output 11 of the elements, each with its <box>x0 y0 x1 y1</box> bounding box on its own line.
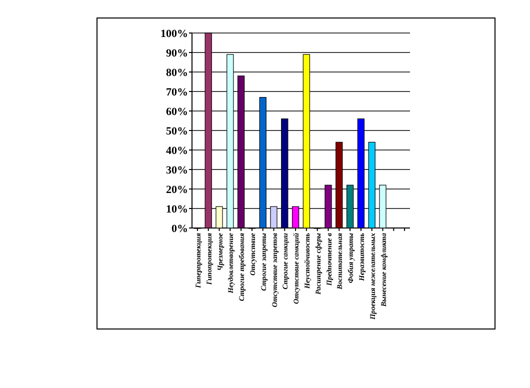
y-tick-label: 10% <box>166 203 188 216</box>
y-tick-label: 90% <box>166 47 188 60</box>
y-tick-label: 20% <box>166 184 188 196</box>
y-tick-label: 0% <box>172 222 188 235</box>
y-tick-label: 80% <box>166 66 188 79</box>
y-tick-label: 30% <box>166 164 188 176</box>
y-tick-label: 100% <box>160 28 188 40</box>
y-tick-label: 60% <box>166 106 188 118</box>
y-tick-label: 50% <box>166 125 188 138</box>
y-tick-label: 40% <box>166 144 188 157</box>
y-tick-label: 70% <box>166 86 188 98</box>
